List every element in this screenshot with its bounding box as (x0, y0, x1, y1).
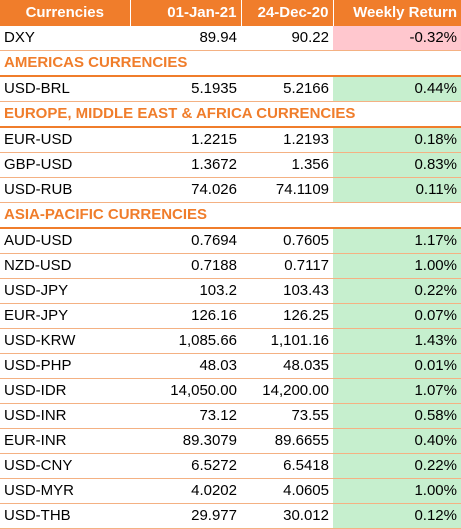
currency-pair-cell: NZD-USD (0, 253, 130, 279)
currency-pair-cell: DXY (0, 26, 130, 51)
weekly-return-cell: 0.07% (333, 303, 461, 329)
weekly-return-cell: 1.00% (333, 253, 461, 279)
table-row: EUR-JPY 126.16 126.25 0.07% (0, 303, 461, 329)
header-row: Currencies 01-Jan-21 24-Dec-20 Weekly Re… (0, 0, 461, 26)
weekly-return-cell: 1.17% (333, 228, 461, 254)
value-date-1-cell: 1.2215 (130, 127, 241, 153)
value-date-2-cell: 90.22 (241, 26, 333, 51)
weekly-return-cell: 0.11% (333, 177, 461, 203)
value-date-1-cell: 29.977 (130, 503, 241, 529)
table-row: GBP-USD 1.3672 1.356 0.83% (0, 152, 461, 178)
value-date-1-cell: 103.2 (130, 278, 241, 304)
section-title: EUROPE, MIDDLE EAST & AFRICA CURRENCIES (0, 101, 461, 128)
currency-pair-cell: GBP-USD (0, 152, 130, 178)
currency-pair-cell: USD-THB (0, 503, 130, 529)
currency-pair-cell: USD-RUB (0, 177, 130, 203)
currency-pair-cell: USD-BRL (0, 76, 130, 102)
value-date-1-cell: 6.5272 (130, 453, 241, 479)
table-row: USD-MYR 4.0202 4.0605 1.00% (0, 478, 461, 504)
table-row: DXY 89.94 90.22 -0.32% (0, 26, 461, 51)
currency-pair-cell: USD-INR (0, 403, 130, 429)
value-date-1-cell: 126.16 (130, 303, 241, 329)
table-row: EUR-INR 89.3079 89.6655 0.40% (0, 428, 461, 454)
table-row: EUR-USD 1.2215 1.2193 0.18% (0, 127, 461, 153)
weekly-return-cell: 0.18% (333, 127, 461, 153)
value-date-2-cell: 4.0605 (241, 478, 333, 504)
weekly-return-cell: 1.43% (333, 328, 461, 354)
currency-pair-cell: AUD-USD (0, 228, 130, 254)
value-date-1-cell: 1.3672 (130, 152, 241, 178)
weekly-return-cell: 0.44% (333, 76, 461, 102)
table-row: USD-RUB 74.026 74.1109 0.11% (0, 177, 461, 203)
table-row: USD-BRL 5.1935 5.2166 0.44% (0, 76, 461, 102)
value-date-2-cell: 1.2193 (241, 127, 333, 153)
table-row: AUD-USD 0.7694 0.7605 1.17% (0, 228, 461, 254)
value-date-1-cell: 48.03 (130, 353, 241, 379)
value-date-2-cell: 1.356 (241, 152, 333, 178)
value-date-2-cell: 0.7117 (241, 253, 333, 279)
value-date-1-cell: 73.12 (130, 403, 241, 429)
weekly-return-cell: 0.58% (333, 403, 461, 429)
value-date-1-cell: 0.7188 (130, 253, 241, 279)
currency-pair-cell: USD-JPY (0, 278, 130, 304)
table-row: USD-PHP 48.03 48.035 0.01% (0, 353, 461, 379)
table-row: NZD-USD 0.7188 0.7117 1.00% (0, 253, 461, 279)
value-date-1-cell: 1,085.66 (130, 328, 241, 354)
value-date-1-cell: 74.026 (130, 177, 241, 203)
currency-pair-cell: EUR-USD (0, 127, 130, 153)
value-date-1-cell: 89.94 (130, 26, 241, 51)
value-date-2-cell: 89.6655 (241, 428, 333, 454)
weekly-return-cell: 0.12% (333, 503, 461, 529)
section-title: ASIA-PACIFIC CURRENCIES (0, 202, 461, 229)
currency-pair-cell: USD-KRW (0, 328, 130, 354)
weekly-return-cell: 0.01% (333, 353, 461, 379)
value-date-2-cell: 14,200.00 (241, 378, 333, 404)
table-row: USD-IDR 14,050.00 14,200.00 1.07% (0, 378, 461, 404)
weekly-return-cell: 0.22% (333, 453, 461, 479)
value-date-2-cell: 0.7605 (241, 228, 333, 254)
weekly-return-cell: 1.00% (333, 478, 461, 504)
value-date-2-cell: 30.012 (241, 503, 333, 529)
currency-pair-cell: EUR-JPY (0, 303, 130, 329)
section-header-row: EUROPE, MIDDLE EAST & AFRICA CURRENCIES (0, 101, 461, 128)
value-date-2-cell: 103.43 (241, 278, 333, 304)
currency-pair-cell: USD-PHP (0, 353, 130, 379)
table-header: Currencies 01-Jan-21 24-Dec-20 Weekly Re… (0, 0, 461, 26)
weekly-return-cell: 1.07% (333, 378, 461, 404)
header-currencies: Currencies (0, 0, 131, 26)
weekly-return-cell: 0.22% (333, 278, 461, 304)
header-date-2: 24-Dec-20 (241, 0, 334, 26)
value-date-1-cell: 14,050.00 (130, 378, 241, 404)
value-date-1-cell: 89.3079 (130, 428, 241, 454)
value-date-2-cell: 48.035 (241, 353, 333, 379)
header-weekly-return: Weekly Return (333, 0, 461, 26)
value-date-2-cell: 1,101.16 (241, 328, 333, 354)
weekly-return-cell: 0.83% (333, 152, 461, 178)
header-date-1: 01-Jan-21 (130, 0, 242, 26)
value-date-2-cell: 126.25 (241, 303, 333, 329)
table-row: USD-INR 73.12 73.55 0.58% (0, 403, 461, 429)
currency-pair-cell: EUR-INR (0, 428, 130, 454)
table-row: USD-THB 29.977 30.012 0.12% (0, 503, 461, 529)
section-header-row: ASIA-PACIFIC CURRENCIES (0, 202, 461, 229)
value-date-1-cell: 0.7694 (130, 228, 241, 254)
value-date-1-cell: 4.0202 (130, 478, 241, 504)
section-header-row: AMERICAS CURRENCIES (0, 50, 461, 77)
weekly-return-cell: -0.32% (333, 26, 461, 51)
value-date-2-cell: 74.1109 (241, 177, 333, 203)
table-body: DXY 89.94 90.22 -0.32% AMERICAS CURRENCIES US… (0, 26, 461, 529)
table-row: USD-JPY 103.2 103.43 0.22% (0, 278, 461, 304)
table-row: USD-KRW 1,085.66 1,101.16 1.43% (0, 328, 461, 354)
value-date-2-cell: 73.55 (241, 403, 333, 429)
currency-pair-cell: USD-IDR (0, 378, 130, 404)
value-date-1-cell: 5.1935 (130, 76, 241, 102)
table-row: USD-CNY 6.5272 6.5418 0.22% (0, 453, 461, 479)
currency-pair-cell: USD-CNY (0, 453, 130, 479)
value-date-2-cell: 5.2166 (241, 76, 333, 102)
value-date-2-cell: 6.5418 (241, 453, 333, 479)
currency-pair-cell: USD-MYR (0, 478, 130, 504)
section-title: AMERICAS CURRENCIES (0, 50, 461, 77)
weekly-return-cell: 0.40% (333, 428, 461, 454)
